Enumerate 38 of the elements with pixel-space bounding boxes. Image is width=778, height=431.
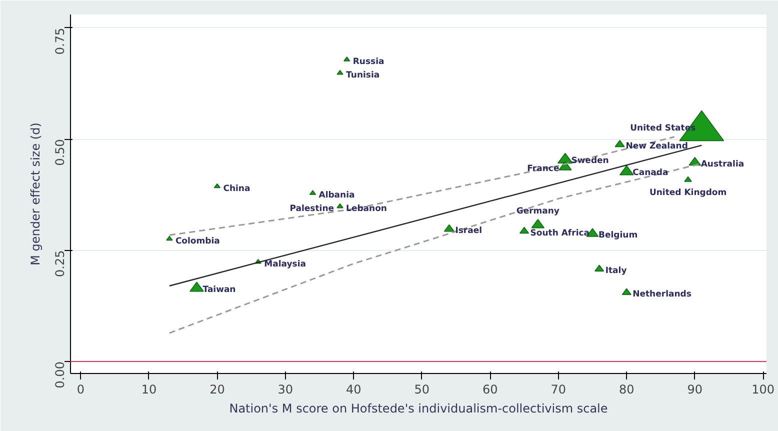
annotation: Colombia [175, 236, 220, 246]
x-tick-label: 20 [210, 382, 225, 396]
x-tick-label: 80 [618, 382, 634, 396]
annotation: Israel [455, 226, 482, 236]
x-tick-label: 40 [346, 382, 362, 396]
annotation: China [223, 184, 250, 194]
x-tick-label: 70 [550, 382, 566, 396]
annotation: Albania [318, 190, 356, 200]
x-tick-label: 90 [687, 382, 702, 396]
annotation: Netherlands [632, 290, 692, 300]
annotation: United Kingdom [649, 188, 727, 198]
x-tick-label: 100 [752, 382, 775, 396]
annotation: Palestine [290, 204, 334, 214]
annotation: Sweden [571, 156, 609, 166]
annotation: France [527, 164, 560, 174]
annotation: Italy [605, 266, 628, 276]
annotation: Belgium [598, 230, 638, 240]
x-tick-label: 30 [278, 382, 294, 396]
annotation: Germany [516, 206, 560, 217]
annotation: Tunisia [346, 70, 380, 80]
y-tick-label: 0.75 [53, 28, 67, 55]
x-axis-title: Nation's M score on Hofstede's individualism-collectivism scale [229, 402, 608, 416]
x-tick-label: 50 [414, 382, 430, 396]
y-tick-label: 0.25 [53, 250, 67, 277]
y-tick-label: 0.00 [53, 361, 67, 388]
annotation: Canada [632, 168, 668, 178]
x-tick-label: 0 [76, 382, 85, 396]
x-tick-label: 10 [141, 382, 157, 396]
annotation: Lebanon [346, 204, 387, 214]
annotation: Malaysia [264, 259, 306, 270]
y-tick-label: 0.50 [53, 139, 67, 166]
annotation: New Zealand [626, 142, 688, 152]
y-axis-title: M gender effect size (d) [28, 122, 42, 266]
annotation: Russia [352, 56, 384, 67]
annotation: South Africa [530, 228, 590, 238]
annotation: Australia [700, 159, 744, 170]
annotation: Taiwan [202, 284, 236, 295]
x-tick-label: 60 [482, 382, 498, 396]
